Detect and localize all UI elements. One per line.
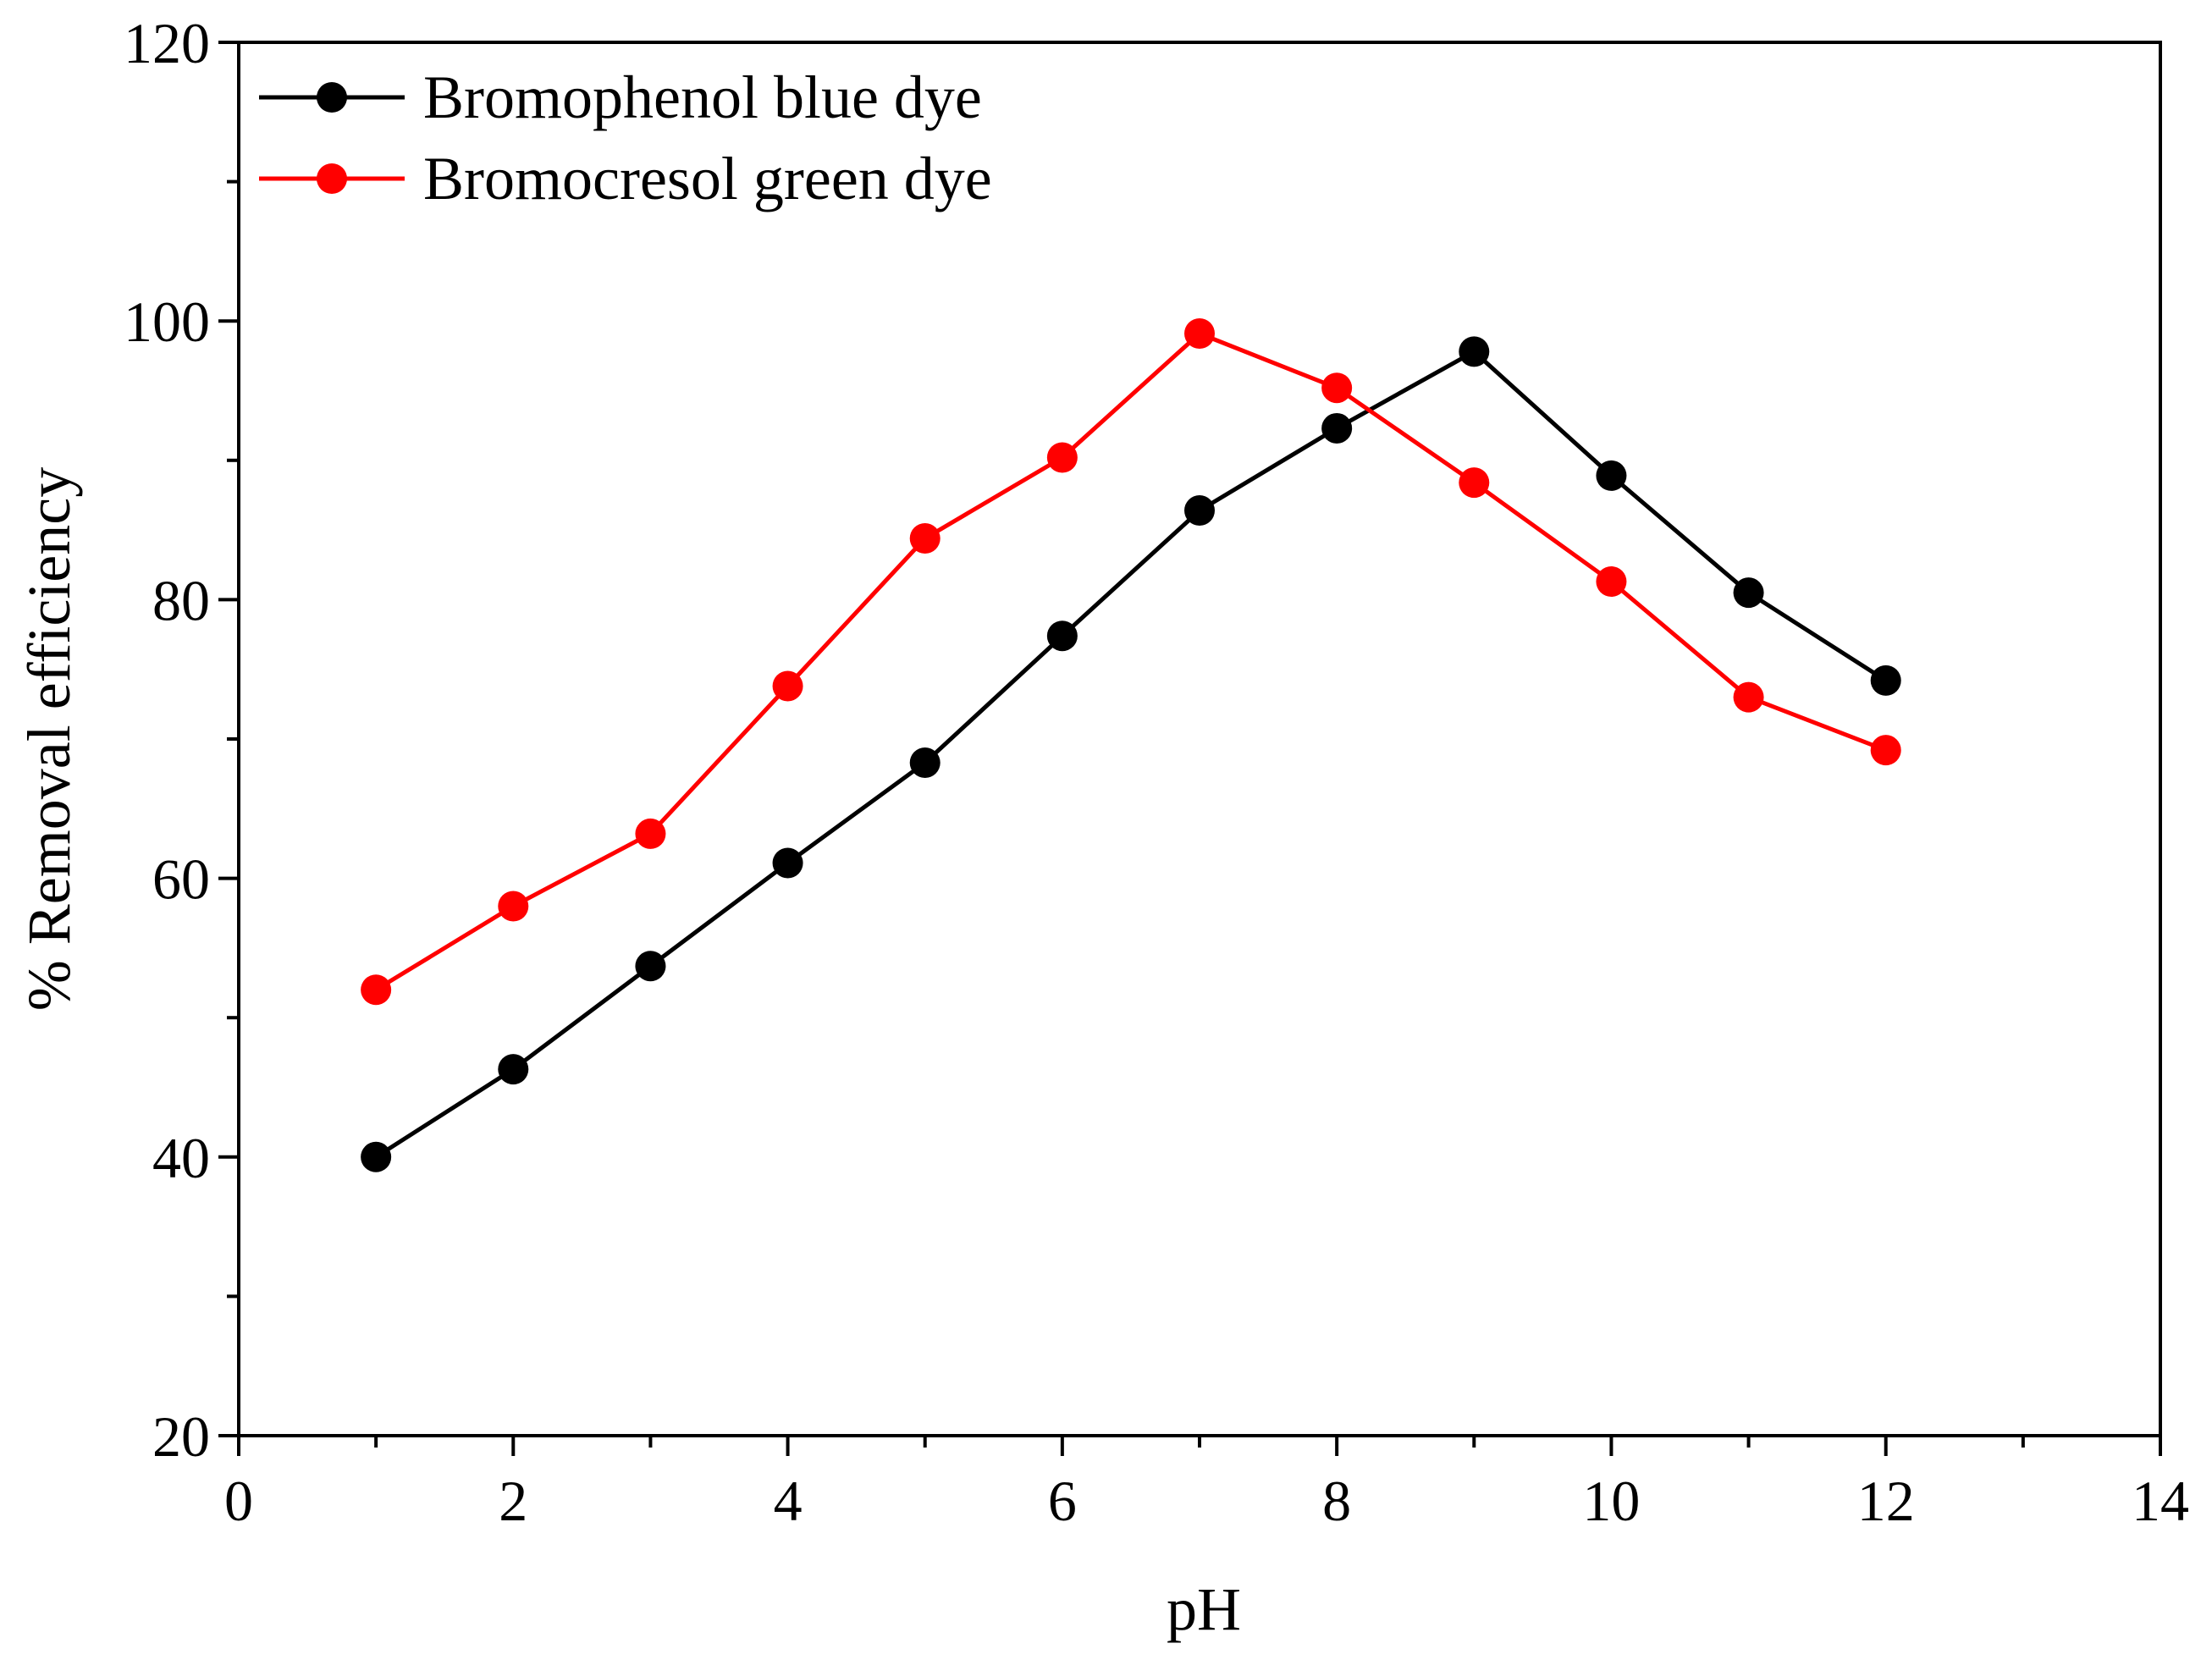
data-point-bromophenol-blue-dye bbox=[1870, 665, 1901, 696]
data-point-bromophenol-blue-dye bbox=[1733, 577, 1764, 609]
y-tick-label: 80 bbox=[152, 568, 210, 632]
y-tick-label: 40 bbox=[152, 1126, 210, 1190]
x-tick-label: 14 bbox=[2132, 1469, 2189, 1533]
y-tick-label: 100 bbox=[124, 290, 210, 354]
x-tick-label: 6 bbox=[1048, 1469, 1077, 1533]
x-tick-label: 12 bbox=[1857, 1469, 1915, 1533]
data-point-bromophenol-blue-dye bbox=[635, 951, 666, 982]
data-point-bromophenol-blue-dye bbox=[1184, 495, 1215, 527]
data-point-bromophenol-blue-dye bbox=[361, 1141, 392, 1172]
y-tick-labels: 20 40 60 80 100 120 bbox=[124, 11, 210, 1469]
x-tick-label: 0 bbox=[224, 1469, 253, 1533]
legend: Bromophenol blue dye Bromocresol green dy… bbox=[259, 63, 992, 212]
minor-ticks bbox=[227, 179, 2025, 1448]
data-point-bromocresol-green-dye bbox=[1459, 467, 1490, 499]
major-ticks bbox=[218, 41, 2162, 1456]
data-point-bromocresol-green-dye bbox=[1733, 681, 1764, 713]
data-point-bromocresol-green-dye bbox=[498, 891, 529, 922]
y-tick-label: 60 bbox=[152, 847, 210, 912]
data-point-bromocresol-green-dye bbox=[1046, 442, 1078, 473]
data-point-bromophenol-blue-dye bbox=[1046, 620, 1078, 652]
legend-marker-bromophenol-blue-dye bbox=[317, 82, 347, 113]
series-line-bromocresol-green-dye bbox=[374, 331, 1887, 992]
data-point-bromophenol-blue-dye bbox=[772, 847, 803, 879]
data-point-bromophenol-blue-dye bbox=[1459, 336, 1490, 367]
data-point-bromocresol-green-dye bbox=[1596, 566, 1627, 598]
data-point-bromocresol-green-dye bbox=[361, 974, 392, 1006]
series-line-bromophenol-blue-dye bbox=[374, 349, 1888, 1159]
legend-label-bromocresol-green-dye: Bromocresol green dye bbox=[423, 145, 992, 212]
data-point-bromophenol-blue-dye bbox=[1596, 460, 1627, 491]
x-tick-label: 2 bbox=[499, 1469, 527, 1533]
data-point-bromocresol-green-dye bbox=[1870, 735, 1901, 766]
data-point-bromocresol-green-dye bbox=[635, 818, 666, 849]
x-tick-label: 4 bbox=[774, 1469, 803, 1533]
data-point-bromocresol-green-dye bbox=[772, 670, 803, 702]
x-axis-title: pH bbox=[1167, 1575, 1241, 1643]
data-point-bromophenol-blue-dye bbox=[1321, 412, 1353, 444]
data-point-bromocresol-green-dye bbox=[1321, 372, 1353, 404]
legend-marker-bromocresol-green-dye bbox=[317, 163, 347, 194]
data-point-bromophenol-blue-dye bbox=[909, 747, 941, 778]
series-points bbox=[361, 318, 1901, 1172]
series-lines bbox=[374, 331, 1888, 1159]
plot-frame bbox=[237, 41, 2162, 1437]
y-tick-label: 20 bbox=[152, 1404, 210, 1469]
data-point-bromocresol-green-dye bbox=[909, 522, 941, 554]
x-tick-label: 10 bbox=[1582, 1469, 1640, 1533]
x-tick-label: 8 bbox=[1322, 1469, 1351, 1533]
x-tick-labels: 0 2 4 6 8 10 12 14 bbox=[224, 1469, 2189, 1533]
legend-label-bromophenol-blue-dye: Bromophenol blue dye bbox=[423, 63, 982, 131]
data-point-bromocresol-green-dye bbox=[1184, 318, 1215, 350]
y-axis-title: % Removal efficiency bbox=[15, 467, 83, 1011]
y-tick-label: 120 bbox=[124, 11, 210, 75]
data-point-bromophenol-blue-dye bbox=[498, 1054, 529, 1085]
